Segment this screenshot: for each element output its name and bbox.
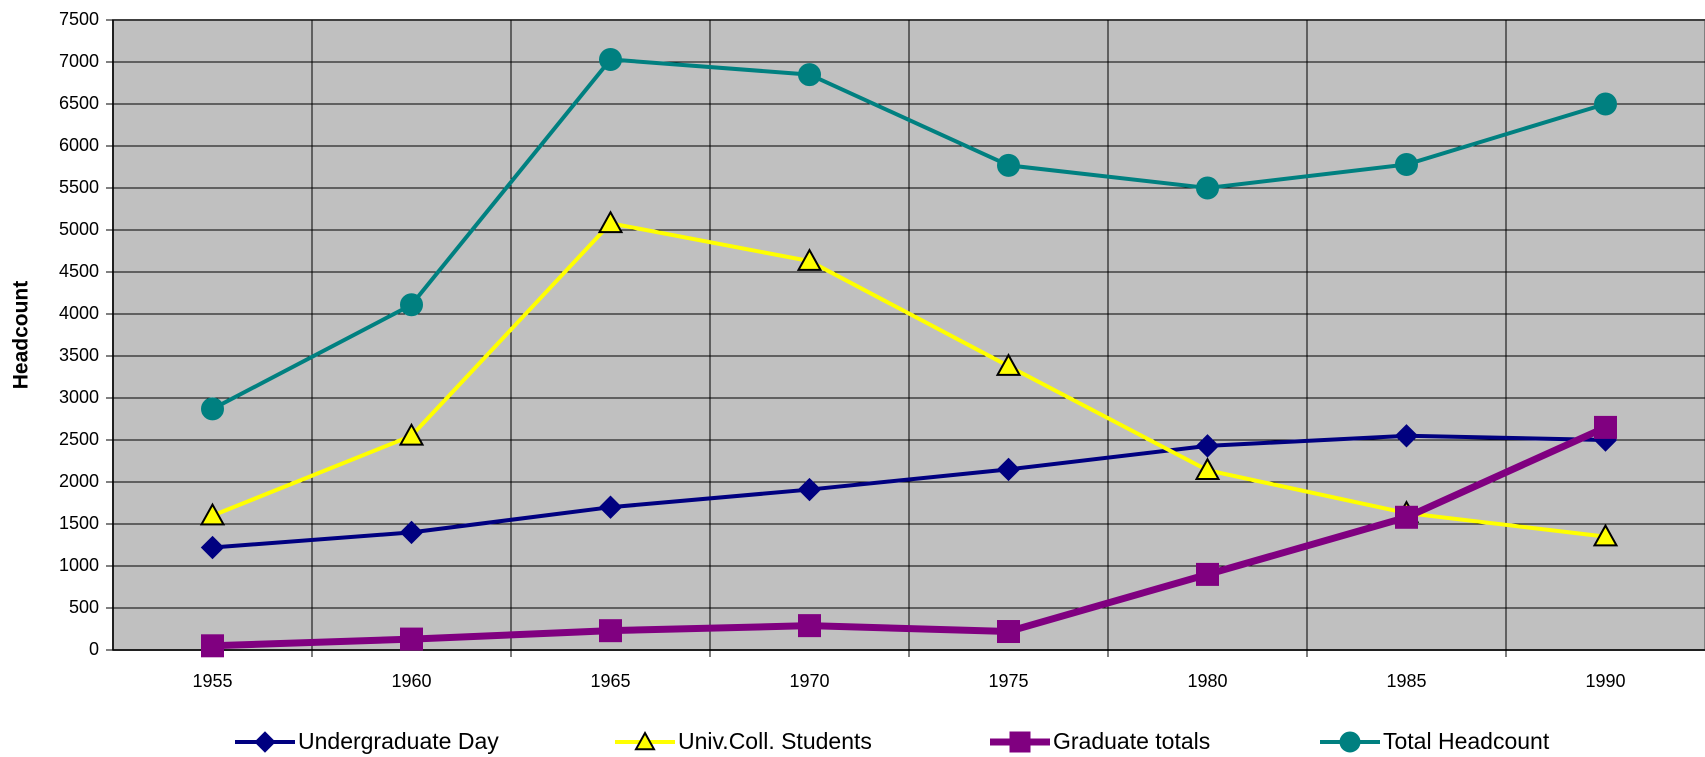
y-tick-label: 7000: [59, 51, 99, 71]
y-tick-label: 4000: [59, 303, 99, 323]
y-tick-label: 6500: [59, 93, 99, 113]
y-tick-label: 7500: [59, 9, 99, 29]
y-tick-label: 4500: [59, 261, 99, 281]
y-tick-label: 6000: [59, 135, 99, 155]
y-tick-label: 1500: [59, 513, 99, 533]
circle-marker: [1196, 176, 1219, 200]
series-line: [212, 424, 1607, 650]
square-marker: [201, 634, 224, 658]
x-tick-label: 1980: [1187, 671, 1227, 691]
y-axis-title: Headcount: [10, 281, 33, 390]
triangle-marker: [597, 210, 624, 234]
square-marker: [997, 620, 1020, 644]
legend-label: Graduate totals: [1053, 728, 1210, 754]
triangle-marker: [995, 353, 1022, 376]
legend-label: Undergraduate Day: [298, 728, 499, 754]
legend-label: Univ.Coll. Students: [678, 728, 872, 754]
triangle-marker: [1194, 457, 1221, 481]
x-tick-label: 1985: [1386, 671, 1426, 691]
series-line: [211, 221, 1606, 539]
series: [201, 415, 1617, 658]
y-tick-label: 5000: [59, 219, 99, 239]
x-tick-label: 1960: [391, 671, 431, 691]
legend-item: Undergraduate Day: [235, 728, 499, 754]
y-tick-label: 0: [89, 639, 99, 659]
x-tick-label: 1965: [590, 671, 630, 691]
diamond-marker: [797, 477, 822, 502]
square-marker: [1594, 415, 1617, 439]
triangle-marker: [1592, 523, 1619, 547]
circle-marker: [1395, 152, 1418, 176]
circle-marker: [599, 47, 622, 71]
x-tick-label: 1955: [192, 671, 232, 691]
diamond-marker: [1195, 434, 1220, 458]
x-tick-label: 1990: [1585, 671, 1625, 691]
diamond-marker: [254, 731, 276, 753]
circle-marker: [1594, 92, 1617, 116]
y-tick-label: 5500: [59, 177, 99, 197]
x-tick-label: 1970: [789, 671, 829, 691]
y-tick-label: 2000: [59, 471, 99, 491]
circle-marker: [798, 63, 821, 87]
square-marker: [1395, 505, 1418, 529]
legend-item: Total Headcount: [1320, 728, 1550, 754]
triangle-marker: [634, 730, 656, 751]
circle-marker: [201, 397, 224, 421]
triangle-marker: [398, 422, 425, 446]
x-tick-label: 1975: [988, 671, 1028, 691]
circle-marker: [400, 293, 423, 317]
y-tick-label: 2500: [59, 429, 99, 449]
circle-marker: [1339, 731, 1361, 753]
diamond-marker: [1394, 424, 1419, 448]
triangle-marker: [199, 502, 226, 526]
square-marker: [798, 614, 821, 638]
diamond-marker: [200, 535, 225, 560]
legend-item: Graduate totals: [990, 728, 1210, 754]
square-marker: [599, 619, 622, 643]
diamond-marker: [996, 457, 1021, 482]
y-tick-label: 500: [69, 597, 99, 617]
legend-label: Total Headcount: [1383, 728, 1550, 754]
square-marker: [1009, 731, 1031, 753]
y-tick-label: 3000: [59, 387, 99, 407]
diamond-marker: [598, 495, 623, 519]
y-tick-label: 1000: [59, 555, 99, 575]
y-tick-label: 3500: [59, 345, 99, 365]
legend-item: Univ.Coll. Students: [615, 728, 872, 754]
square-marker: [400, 627, 423, 651]
series-line: [212, 433, 1606, 550]
diamond-marker: [399, 520, 424, 545]
series: [201, 47, 1617, 421]
triangle-marker: [796, 248, 823, 271]
circle-marker: [997, 153, 1020, 177]
square-marker: [1196, 562, 1219, 586]
series-line: [211, 57, 1607, 411]
